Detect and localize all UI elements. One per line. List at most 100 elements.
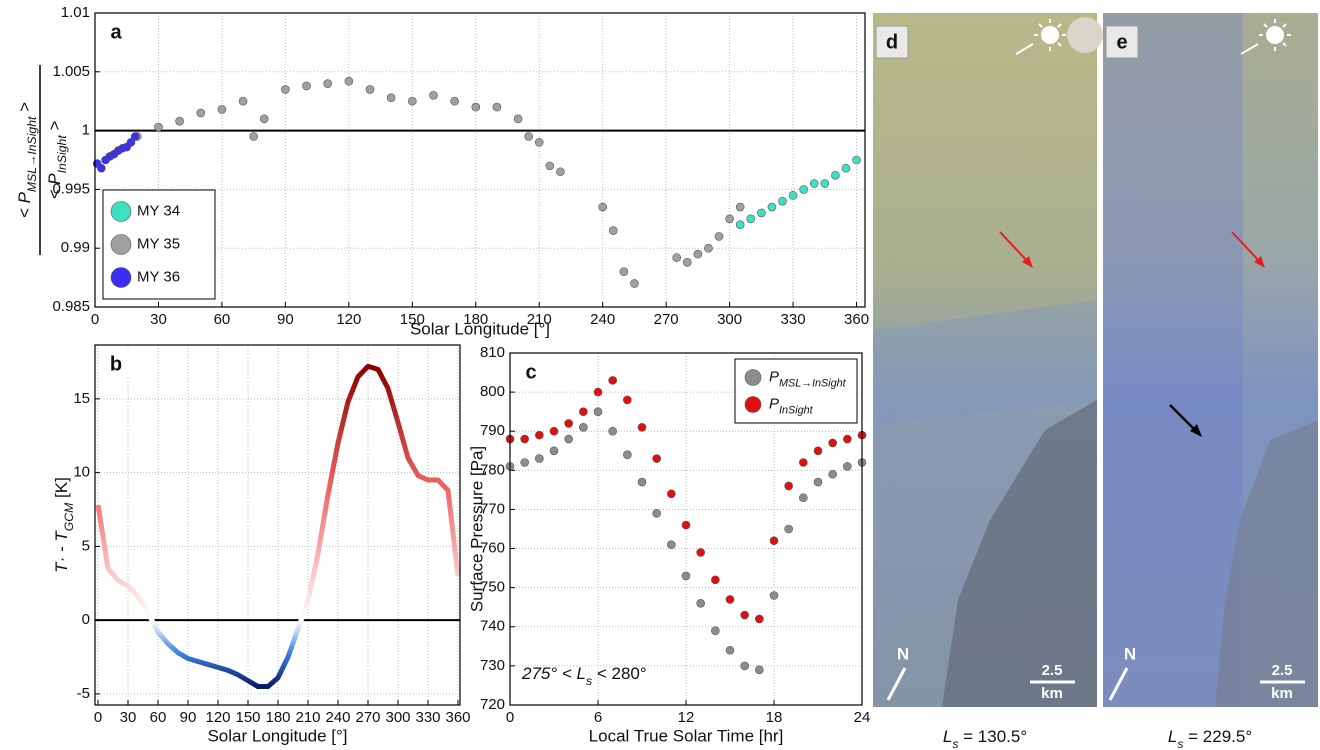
point <box>788 190 798 200</box>
x-tick-label: 150 <box>235 709 260 726</box>
point <box>681 520 691 530</box>
point <box>545 161 555 171</box>
legend-label: MY 34 <box>137 202 180 219</box>
point <box>450 96 459 106</box>
point <box>725 214 734 224</box>
arrow-head <box>1254 256 1265 268</box>
point <box>740 661 749 671</box>
point <box>755 665 764 675</box>
point <box>598 202 607 212</box>
point <box>672 253 682 262</box>
point <box>813 446 823 456</box>
legend-label: PMSL→InSight <box>769 368 847 389</box>
point <box>852 155 861 165</box>
point <box>711 626 720 635</box>
annotation-sub: s <box>586 674 592 688</box>
y-tick-label: 740 <box>480 618 505 635</box>
point <box>799 185 808 194</box>
annotation-tail: < 280° <box>592 664 647 683</box>
point <box>217 105 227 114</box>
point <box>693 249 703 259</box>
legend-marker <box>744 396 762 413</box>
point <box>196 108 206 118</box>
x-tick-label: 240 <box>325 709 350 726</box>
y-axis-label-numerator-sub: MSL→InSight <box>25 116 39 192</box>
point <box>841 163 851 173</box>
point <box>623 450 632 459</box>
point <box>725 595 735 604</box>
annotation-main: 275° < L <box>521 664 586 683</box>
point <box>579 407 588 416</box>
y-tick-label: 0.995 <box>52 180 90 197</box>
x-tick-label: 360 <box>445 709 470 726</box>
point <box>652 509 661 518</box>
point <box>711 575 720 585</box>
y-axis-label-denominator-tail: > <box>45 121 64 136</box>
point <box>784 481 793 491</box>
point <box>520 434 529 444</box>
legend-marker <box>110 267 132 288</box>
y-tick-label: 1 <box>82 122 90 139</box>
y-tick-label: 720 <box>480 696 505 713</box>
y-tick-label: 0 <box>82 611 90 628</box>
point <box>735 220 745 229</box>
y-axis-label-denominator-sub: InSight <box>55 135 69 174</box>
y-axis-label-numerator-main: < P <box>15 191 34 218</box>
point <box>608 376 617 385</box>
x-tick-label: 18 <box>766 709 783 726</box>
x-tick-label: 360 <box>844 311 869 328</box>
legend-marker <box>110 234 132 255</box>
label-box <box>103 19 129 45</box>
point <box>799 493 808 503</box>
point <box>608 426 617 436</box>
point <box>549 426 559 436</box>
y-tick-label: 0.985 <box>52 298 90 315</box>
point <box>302 81 311 91</box>
panel-label: d <box>886 31 898 53</box>
y-tick-label: 800 <box>480 383 505 400</box>
x-axis-label: Solar Longitude [°] <box>207 726 347 745</box>
x-tick-label: 240 <box>590 311 615 328</box>
point <box>799 458 808 467</box>
point <box>652 454 661 463</box>
point <box>579 423 588 432</box>
y-tick-label: 1.01 <box>61 4 90 21</box>
point <box>735 202 745 212</box>
legend-marker <box>744 369 762 386</box>
x-axis-label: Local True Solar Time [hr] <box>589 726 784 745</box>
x-tick-label: 120 <box>205 709 230 726</box>
caption: Ls = 130.5° <box>943 727 1027 750</box>
legend-label: PInSight <box>769 395 814 416</box>
x-tick-label: 90 <box>277 311 294 328</box>
point <box>831 170 840 180</box>
point <box>704 243 713 253</box>
point <box>843 462 852 471</box>
x-tick-label: 120 <box>336 311 361 328</box>
legend-label-main: P <box>769 395 779 412</box>
point <box>564 434 573 444</box>
panel-label: e <box>1116 31 1127 53</box>
point <box>696 599 705 608</box>
x-tick-label: 180 <box>463 311 488 328</box>
legend-label: MY 35 <box>137 235 180 252</box>
caption-main: L <box>1168 727 1177 746</box>
x-tick-label: 30 <box>120 709 137 726</box>
point <box>520 458 529 467</box>
arrow-head <box>1190 424 1202 437</box>
crater <box>1067 17 1103 53</box>
legend-label-sub: InSight <box>779 404 814 416</box>
image-panel-d <box>873 13 1103 707</box>
point <box>740 610 749 620</box>
point <box>630 279 639 288</box>
point <box>696 548 705 557</box>
y-axis-label: T· - TGCM [K] <box>52 477 76 573</box>
north-label: N <box>897 644 909 663</box>
point <box>154 122 163 132</box>
rough-terrain <box>942 400 1097 707</box>
point <box>564 419 573 428</box>
caption-main: L <box>943 727 952 746</box>
x-tick-label: 24 <box>854 709 871 726</box>
x-tick-label: 0 <box>506 709 514 726</box>
point <box>667 489 676 499</box>
point <box>725 645 735 655</box>
